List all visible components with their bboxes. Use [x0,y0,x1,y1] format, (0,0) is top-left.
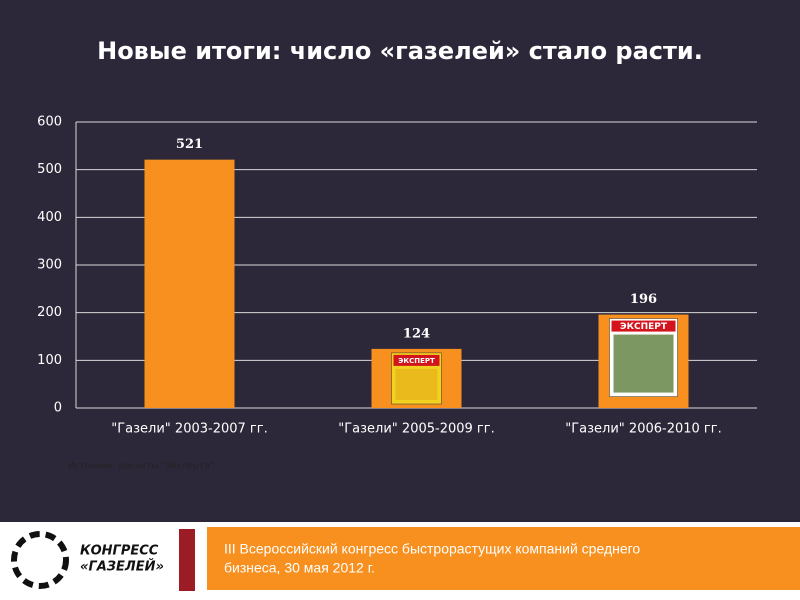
chart-title: Новые итоги: число «газелей» стало расти… [97,37,703,65]
y-tick-label: 500 [37,162,62,177]
data-label: 124 [403,326,430,341]
logo: КОНГРЕСС «ГАЗЕЛЕЙ» [11,531,164,589]
y-tick-label: 400 [37,210,62,225]
cover-title: ЭКСПЕРТ [620,322,668,332]
x-tick-label: "Газели" 2003-2007 гг. [111,422,267,437]
y-tick-label: 200 [37,305,62,320]
logo-text: «ГАЗЕЛЕЙ» [80,559,164,575]
data-label: 521 [176,137,203,152]
y-tick-label: 0 [54,401,62,416]
y-tick-label: 600 [37,115,62,130]
cover-art [395,368,438,400]
y-tick-label: 100 [37,353,62,368]
cover-mast [611,320,676,332]
logo-text: КОНГРЕСС [80,544,159,559]
background [0,0,800,522]
cover-art [613,334,674,393]
bar [144,159,235,408]
data-label: 196 [630,292,657,307]
footer-box [207,527,800,590]
footer-text: III Всероссийский конгресс быстрорастущи… [224,541,640,557]
x-tick-label: "Газели" 2005-2009 гг. [338,422,494,437]
cover-mast [393,354,440,366]
footer-text: бизнеса, 30 мая 2012 г. [224,560,375,576]
x-tick-label: "Газели" 2006-2010 гг. [565,422,721,437]
y-tick-label: 300 [37,258,62,273]
accent-bar [179,529,195,591]
source: Источник: расчеты "Эксперта" [68,462,214,472]
logo-icon [11,531,69,589]
cover-title: ЭКСПЕРТ [398,357,435,365]
